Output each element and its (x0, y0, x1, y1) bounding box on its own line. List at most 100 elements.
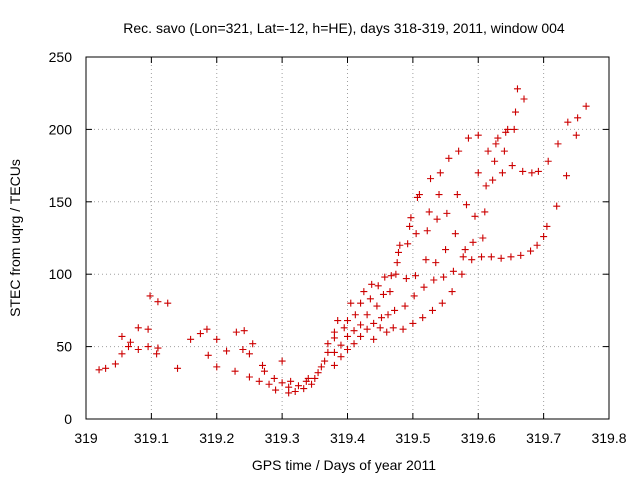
data-point (357, 299, 365, 307)
data-point (255, 377, 263, 385)
y-tick-label: 100 (49, 266, 73, 282)
data-point (410, 292, 418, 300)
data-point (363, 311, 371, 319)
data-point (146, 292, 154, 300)
data-point (500, 147, 508, 155)
data-point (469, 238, 477, 246)
data-point (491, 157, 499, 165)
data-point (425, 208, 433, 216)
x-axis-label: GPS time / Days of year 2011 (252, 457, 436, 473)
data-point (423, 227, 431, 235)
data-point (461, 246, 469, 254)
chart-title: Rec. savo (Lon=321, Lat=-12, h=HE), days… (123, 20, 565, 36)
data-point (240, 327, 248, 335)
data-point (520, 95, 528, 103)
data-point (203, 325, 211, 333)
data-point (321, 357, 329, 365)
data-point (239, 345, 247, 353)
data-point (102, 364, 110, 372)
data-point (474, 169, 482, 177)
data-point (445, 154, 453, 162)
data-point (384, 311, 392, 319)
data-point (357, 321, 365, 329)
x-tick-label: 319.4 (330, 430, 365, 446)
data-point (534, 167, 542, 175)
y-axis-label: STEC from uqrg / TECUs (7, 159, 23, 317)
data-point (134, 324, 142, 332)
data-point (95, 366, 103, 374)
data-point (436, 169, 444, 177)
data-point (118, 332, 126, 340)
data-point (368, 280, 376, 288)
x-tick-label: 319.1 (134, 430, 169, 446)
data-point (287, 377, 295, 385)
data-point (401, 302, 409, 310)
data-point (554, 140, 562, 148)
data-point (350, 327, 358, 335)
data-point (347, 299, 355, 307)
data-point (334, 317, 342, 325)
y-tick-label: 200 (49, 121, 73, 137)
x-tick-label: 319.7 (526, 430, 561, 446)
data-point (406, 222, 414, 230)
data-point (223, 347, 231, 355)
data-point (464, 134, 472, 142)
data-point (498, 169, 506, 177)
data-point (134, 345, 142, 353)
y-tick-label: 0 (64, 411, 72, 427)
data-point (377, 314, 385, 322)
data-point (487, 253, 495, 261)
data-point (308, 380, 316, 388)
ticks (85, 56, 610, 420)
data-point (430, 276, 438, 284)
data-point (478, 253, 486, 261)
data-point (383, 328, 391, 336)
data-point (344, 332, 351, 340)
data-point (314, 369, 322, 377)
data-point (459, 253, 467, 261)
data-point (379, 290, 387, 298)
data-point (422, 256, 430, 264)
data-point (154, 298, 162, 306)
data-point (330, 348, 338, 356)
data-point (245, 350, 253, 358)
y-tick-labels: 0 50 100 150 200 250 (49, 49, 73, 427)
data-point (330, 328, 338, 336)
data-point (574, 114, 582, 122)
data-point (474, 131, 482, 139)
data-point (440, 273, 448, 281)
data-point (374, 282, 382, 290)
data-point (387, 272, 395, 280)
data-point (504, 125, 512, 133)
data-point (278, 357, 286, 365)
data-point (249, 340, 257, 348)
data-point (324, 340, 332, 348)
x-tick-label: 319.5 (395, 430, 430, 446)
data-point (402, 275, 410, 283)
data-point (553, 202, 561, 210)
data-point (572, 131, 580, 139)
data-point (404, 240, 412, 248)
data-point (508, 162, 516, 170)
data-point (482, 182, 490, 190)
data-point (144, 343, 152, 351)
data-point (519, 167, 527, 175)
data-point (153, 350, 161, 358)
data-point (512, 108, 520, 116)
data-point (317, 363, 325, 371)
x-tick-label: 319.2 (199, 430, 234, 446)
data-point (386, 288, 394, 296)
data-point (272, 386, 280, 394)
data-point (442, 246, 450, 254)
data-point (453, 191, 461, 199)
data-point (124, 343, 132, 351)
data-point (563, 172, 571, 180)
data-point (389, 324, 397, 332)
data-point (497, 254, 505, 262)
data-point (337, 353, 345, 361)
data-point (399, 325, 407, 333)
data-point (376, 324, 384, 332)
data-point (344, 345, 351, 353)
data-point (330, 361, 338, 369)
y-tick-label: 150 (49, 194, 73, 210)
